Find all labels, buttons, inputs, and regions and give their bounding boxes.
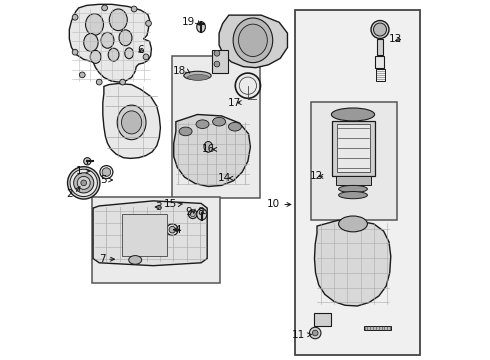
Ellipse shape — [84, 158, 91, 165]
Text: 8: 8 — [197, 207, 204, 217]
Circle shape — [68, 167, 100, 199]
Bar — [337, 124, 369, 172]
Bar — [337, 176, 370, 185]
Text: 18: 18 — [172, 66, 186, 76]
Ellipse shape — [239, 24, 268, 57]
Ellipse shape — [214, 50, 220, 56]
Bar — [122, 214, 167, 256]
Ellipse shape — [117, 105, 146, 140]
Bar — [294, 10, 420, 355]
Ellipse shape — [190, 212, 196, 217]
Ellipse shape — [102, 5, 107, 11]
Ellipse shape — [233, 18, 273, 63]
Ellipse shape — [119, 30, 132, 46]
Ellipse shape — [339, 185, 368, 193]
Ellipse shape — [101, 32, 114, 48]
Ellipse shape — [228, 122, 242, 131]
Polygon shape — [103, 84, 160, 158]
Ellipse shape — [184, 71, 211, 80]
Ellipse shape — [109, 9, 127, 31]
Ellipse shape — [72, 49, 78, 55]
Ellipse shape — [373, 23, 387, 36]
Ellipse shape — [129, 256, 142, 264]
Text: 1: 1 — [75, 166, 82, 176]
Ellipse shape — [310, 327, 321, 339]
Text: 10: 10 — [267, 199, 280, 210]
Bar — [92, 197, 220, 283]
Text: 3: 3 — [155, 202, 162, 212]
Ellipse shape — [97, 79, 102, 85]
Ellipse shape — [312, 330, 318, 336]
Ellipse shape — [204, 141, 213, 152]
Bar — [377, 39, 383, 55]
Circle shape — [81, 180, 87, 186]
Ellipse shape — [196, 120, 209, 129]
Text: 19: 19 — [182, 17, 196, 27]
Text: 11: 11 — [292, 330, 305, 340]
Text: 6: 6 — [137, 45, 144, 55]
Polygon shape — [315, 220, 391, 306]
Polygon shape — [69, 4, 151, 82]
Ellipse shape — [187, 75, 209, 80]
Text: 12: 12 — [310, 171, 323, 181]
Bar — [375, 56, 384, 68]
Text: 17: 17 — [227, 98, 241, 108]
Text: 4: 4 — [174, 225, 181, 235]
Text: 13: 13 — [389, 34, 402, 44]
Ellipse shape — [84, 33, 98, 51]
Ellipse shape — [179, 127, 192, 136]
Bar — [172, 56, 261, 198]
Ellipse shape — [72, 14, 78, 20]
Ellipse shape — [331, 108, 374, 121]
Polygon shape — [93, 201, 207, 266]
Bar — [315, 313, 331, 326]
Ellipse shape — [125, 48, 133, 59]
Text: 14: 14 — [218, 173, 231, 183]
Ellipse shape — [197, 208, 207, 220]
Bar — [212, 50, 228, 73]
Text: 9: 9 — [185, 207, 192, 217]
Circle shape — [70, 169, 98, 197]
Polygon shape — [174, 114, 250, 186]
Text: 16: 16 — [202, 144, 216, 154]
Text: 2: 2 — [66, 189, 73, 199]
Ellipse shape — [339, 192, 368, 199]
Polygon shape — [219, 15, 288, 68]
Text: 7: 7 — [98, 254, 105, 264]
Ellipse shape — [90, 50, 101, 63]
Ellipse shape — [131, 6, 137, 12]
Ellipse shape — [339, 216, 368, 232]
Ellipse shape — [371, 21, 389, 39]
Ellipse shape — [102, 168, 111, 176]
Bar — [376, 69, 385, 81]
Ellipse shape — [197, 22, 205, 32]
Bar — [332, 121, 374, 176]
Ellipse shape — [122, 111, 142, 134]
Ellipse shape — [108, 48, 119, 61]
Ellipse shape — [213, 117, 225, 126]
Ellipse shape — [143, 54, 149, 60]
Bar — [364, 326, 391, 330]
Ellipse shape — [120, 79, 125, 85]
Ellipse shape — [169, 226, 175, 233]
Ellipse shape — [146, 21, 151, 26]
Bar — [311, 102, 397, 220]
Text: 15: 15 — [164, 199, 177, 210]
Text: 5: 5 — [100, 175, 106, 185]
Circle shape — [77, 176, 90, 189]
Ellipse shape — [214, 61, 220, 67]
Ellipse shape — [86, 14, 103, 35]
Circle shape — [74, 173, 94, 193]
Ellipse shape — [79, 72, 85, 78]
